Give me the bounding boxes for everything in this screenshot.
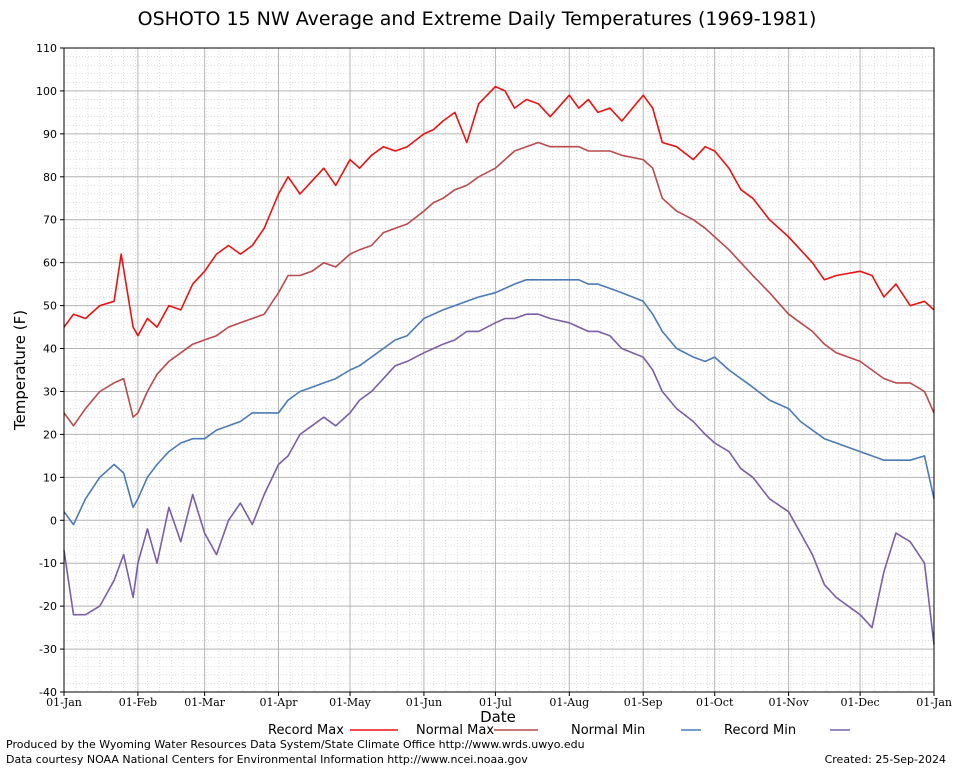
legend-label: Normal Min (571, 723, 645, 738)
x-tick-label: 01-Nov (769, 696, 810, 709)
major-grid (64, 48, 934, 692)
x-tick-label: 01-May (329, 696, 372, 709)
y-tick-label: 10 (43, 471, 57, 484)
y-tick-label: 0 (50, 514, 57, 527)
y-tick-label: -40 (39, 686, 57, 699)
plot-frame (63, 47, 935, 693)
series-line-record-max (63, 85, 935, 337)
footer-created: Created: 25-Sep-2024 (824, 753, 946, 766)
legend-label: Record Max (268, 723, 344, 738)
y-tick-label: 100 (36, 85, 57, 98)
y-axis: -40 -30 -20 -10 0 10 20 30 40 50 60 70 80 90 100 110 (36, 42, 64, 699)
y-tick-label: 20 (43, 428, 57, 441)
y-tick-label: 60 (43, 257, 57, 270)
x-tick-label: 01-Feb (119, 696, 157, 709)
plot-background (64, 48, 934, 692)
y-tick-label: 90 (43, 128, 57, 141)
y-tick-label: -10 (39, 557, 57, 570)
series-line-normal-max (63, 141, 935, 427)
x-tick-label: 01-Mar (184, 696, 226, 709)
x-tick-label: 01-Oct (696, 696, 734, 709)
legend-label: Record Min (724, 723, 796, 738)
x-axis: 01-Jan 01-Feb 01-Mar 01-Apr 01-May 01-Jun 01-J… (46, 692, 952, 709)
y-tick-label: 110 (36, 42, 57, 55)
x-tick-label: 01-Jun (406, 696, 442, 709)
chart-title: OSHOTO 15 NW Average and Extreme Daily T… (137, 8, 817, 30)
y-tick-label: 80 (43, 171, 57, 184)
series-layer (63, 85, 935, 645)
x-tick-label: 01-Aug (549, 696, 589, 709)
legend-label: Normal Max (416, 723, 494, 738)
footer-courtesy: Data courtesy NOAA National Centers for … (6, 753, 528, 766)
x-tick-label: 01-Sep (624, 696, 663, 709)
series-line-record-min (63, 313, 935, 645)
x-axis-label: Date (480, 708, 516, 726)
y-tick-label: 70 (43, 214, 57, 227)
x-tick-label: 01-Dec (841, 696, 880, 709)
x-tick-label: 01-Jan (916, 696, 952, 709)
y-tick-label: -20 (39, 600, 57, 613)
y-tick-label: 50 (43, 300, 57, 313)
legend: Record Max Normal Max Normal Min Record Min (268, 723, 850, 738)
footer-producer: Produced by the Wyoming Water Resources … (6, 738, 585, 751)
x-tick-label: 01-Apr (260, 696, 299, 709)
y-tick-label: -30 (39, 643, 57, 656)
y-tick-label: 30 (43, 385, 57, 398)
minor-grid (64, 48, 934, 692)
x-tick-label: 01-Jul (479, 696, 512, 709)
series-line-normal-min (63, 278, 935, 526)
x-tick-label: 01-Jan (46, 696, 82, 709)
y-tick-label: 40 (43, 343, 57, 356)
y-axis-label: Temperature (F) (11, 310, 29, 431)
